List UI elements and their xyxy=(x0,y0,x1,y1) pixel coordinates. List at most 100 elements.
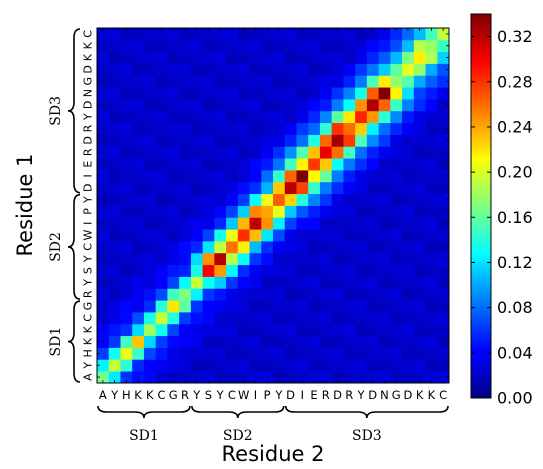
heatmap-cell xyxy=(108,371,121,384)
heatmap-cell xyxy=(355,276,368,289)
heatmap-cell xyxy=(413,252,426,266)
heatmap-cell xyxy=(273,312,286,325)
heatmap-cell xyxy=(202,252,215,266)
heatmap-cell xyxy=(425,51,438,64)
heatmap-cell xyxy=(97,87,110,100)
heatmap-cell xyxy=(273,181,286,195)
heatmap-cell xyxy=(296,229,309,242)
colorbar-ticks: 0.00 0.04 0.08 0.12 0.16 0.20 0.24 0.28 0.32 xyxy=(471,27,533,408)
heatmap-cell xyxy=(237,217,250,230)
heatmap-cell xyxy=(202,323,215,337)
heatmap-cell xyxy=(425,359,438,372)
heatmap-cell xyxy=(132,75,145,88)
heatmap-cell xyxy=(214,359,227,372)
heatmap-cell xyxy=(143,300,157,313)
heatmap-cell xyxy=(214,276,227,289)
heatmap-cell xyxy=(366,288,379,301)
heatmap-cell xyxy=(155,288,168,301)
y-residue-label: H xyxy=(82,349,95,357)
heatmap-cell xyxy=(108,264,121,277)
heatmap-cell xyxy=(120,276,133,289)
heatmap-cell xyxy=(261,51,274,64)
y-segment-braces: SD1 SD2 SD3 xyxy=(48,28,81,383)
heatmap-cell xyxy=(120,51,133,64)
heatmap-cell xyxy=(108,39,121,53)
heatmap-cell xyxy=(390,63,403,76)
heatmap-cell xyxy=(273,193,286,206)
heatmap-cell xyxy=(120,335,133,348)
heatmap-cell xyxy=(437,241,450,254)
heatmap-cell xyxy=(190,170,203,183)
heatmap-cell xyxy=(437,75,450,88)
heatmap-cell xyxy=(366,146,379,159)
heatmap-cell xyxy=(97,146,110,159)
heatmap-cell xyxy=(97,110,110,124)
heatmap-cell xyxy=(437,170,450,183)
heatmap-cell xyxy=(343,217,356,230)
heatmap-cell xyxy=(237,39,250,53)
heatmap-cell xyxy=(249,39,262,53)
heatmap-cell xyxy=(120,371,133,384)
heatmap-cell xyxy=(214,87,227,100)
heatmap-cell xyxy=(296,300,309,313)
heatmap-cell xyxy=(108,288,121,301)
heatmap-cell xyxy=(214,63,227,76)
heatmap-cell xyxy=(413,146,426,159)
heatmap-cell xyxy=(167,335,180,348)
heatmap-cell xyxy=(249,371,262,384)
heatmap-cell xyxy=(273,87,286,100)
heatmap-cell xyxy=(284,347,297,360)
heatmap-cell xyxy=(155,205,168,218)
heatmap-cell xyxy=(437,63,450,76)
heatmap-cell xyxy=(179,241,192,254)
heatmap-cell xyxy=(366,51,379,64)
heatmap-cell xyxy=(132,122,145,135)
heatmap-cell xyxy=(108,252,121,266)
heatmap-cell xyxy=(273,264,286,277)
x-residue-label: K xyxy=(416,388,424,402)
heatmap-cell xyxy=(355,146,368,159)
heatmap-cell xyxy=(214,312,227,325)
heatmap-cell xyxy=(378,312,391,325)
heatmap-cell xyxy=(284,158,297,171)
heatmap-cell xyxy=(237,134,250,147)
heatmap-cell xyxy=(308,122,321,135)
heatmap-cell xyxy=(355,217,368,230)
heatmap-cell xyxy=(331,288,344,301)
heatmap-cell xyxy=(108,323,121,337)
heatmap-cell xyxy=(120,288,133,301)
heatmap-cell xyxy=(413,217,426,230)
heatmap-cell xyxy=(402,158,415,171)
heatmap-cell xyxy=(343,170,356,183)
heatmap-cell xyxy=(437,229,450,242)
heatmap-cell xyxy=(202,264,215,277)
x-residue-label: D xyxy=(333,388,342,402)
heatmap-cell xyxy=(378,75,391,88)
heatmap-cell xyxy=(226,217,239,230)
heatmap-cell xyxy=(214,335,227,348)
y-ticks xyxy=(97,33,449,378)
x-residue-label: Y xyxy=(192,388,201,402)
heatmap-cell xyxy=(437,371,450,384)
heatmap-cell xyxy=(390,75,403,88)
heatmap-cell xyxy=(425,28,438,41)
heatmap-cell xyxy=(425,312,438,325)
heatmap-cell xyxy=(143,288,157,301)
heatmap-cell xyxy=(390,252,403,266)
heatmap-cell xyxy=(132,323,145,337)
heatmap-cell xyxy=(319,146,333,159)
heatmap-cell xyxy=(343,51,356,64)
heatmap-cell xyxy=(319,217,333,230)
heatmap-cell xyxy=(319,323,333,337)
heatmap-cell xyxy=(273,371,286,384)
heatmap-cell xyxy=(179,63,192,76)
heatmap-cell xyxy=(249,217,262,230)
y-residue-label: P xyxy=(82,208,95,215)
heatmap-cell xyxy=(355,99,368,112)
heatmap-cell xyxy=(108,170,121,183)
heatmap-cell xyxy=(167,75,180,88)
heatmap-cell xyxy=(261,99,274,112)
heatmap-cell xyxy=(190,51,203,64)
heatmap-cell xyxy=(155,323,168,337)
heatmap-cell xyxy=(167,252,180,266)
